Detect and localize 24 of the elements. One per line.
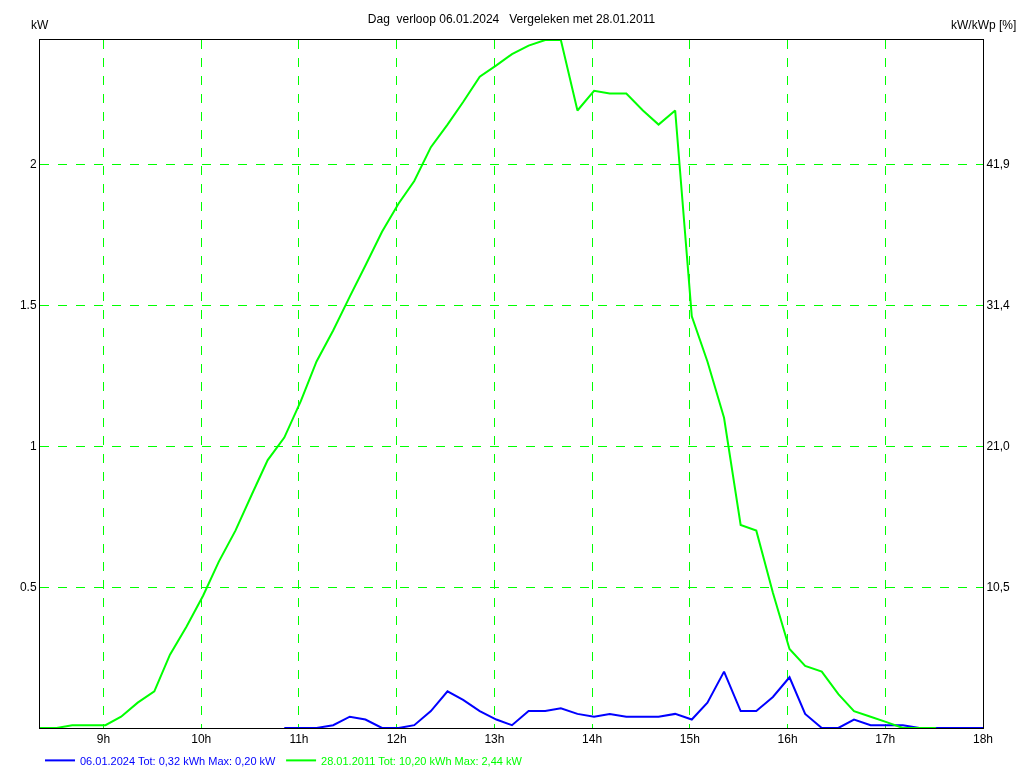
y2-tick-label: 41,9	[986, 157, 1011, 172]
y-tick-label: 1.5	[19, 298, 37, 313]
y-tick-label: 1	[29, 439, 37, 454]
x-tick-label: 9h	[96, 732, 111, 747]
legend-label: 06.01.2024 Tot: 0,32 kWh Max: 0,20 kW	[80, 754, 277, 767]
x-tick-label: 17h	[875, 732, 896, 747]
line-series	[283, 670, 983, 728]
y-tick-label: 2	[29, 157, 37, 172]
x-tick-label: 10h	[191, 732, 212, 747]
chart-title: Dag verloop 06.01.2024 Vergeleken met 28.01.2011	[367, 12, 656, 27]
y2-tick-label: 10,5	[986, 580, 1011, 595]
x-tick-label: 13h	[484, 732, 505, 747]
y2-tick-label: 31,4	[986, 298, 1011, 313]
x-tick-label: 11h	[289, 732, 309, 747]
y-axis-title: kW	[31, 18, 49, 32]
x-tick-label: 16h	[777, 732, 798, 747]
x-tick-label: 12h	[386, 732, 407, 747]
x-tick-label: 15h	[679, 732, 700, 747]
legend-label: 28.01.2011 Tot: 10,20 kWh Max: 2,44 kW	[321, 754, 523, 767]
x-tick-label: 14h	[582, 732, 603, 747]
y-tick-label: 0.5	[19, 580, 37, 595]
y2-tick-label: 21,0	[986, 439, 1011, 454]
y2-axis-title: kW/kWp [%]	[951, 18, 1017, 32]
x-tick-label: 18h	[972, 732, 994, 747]
